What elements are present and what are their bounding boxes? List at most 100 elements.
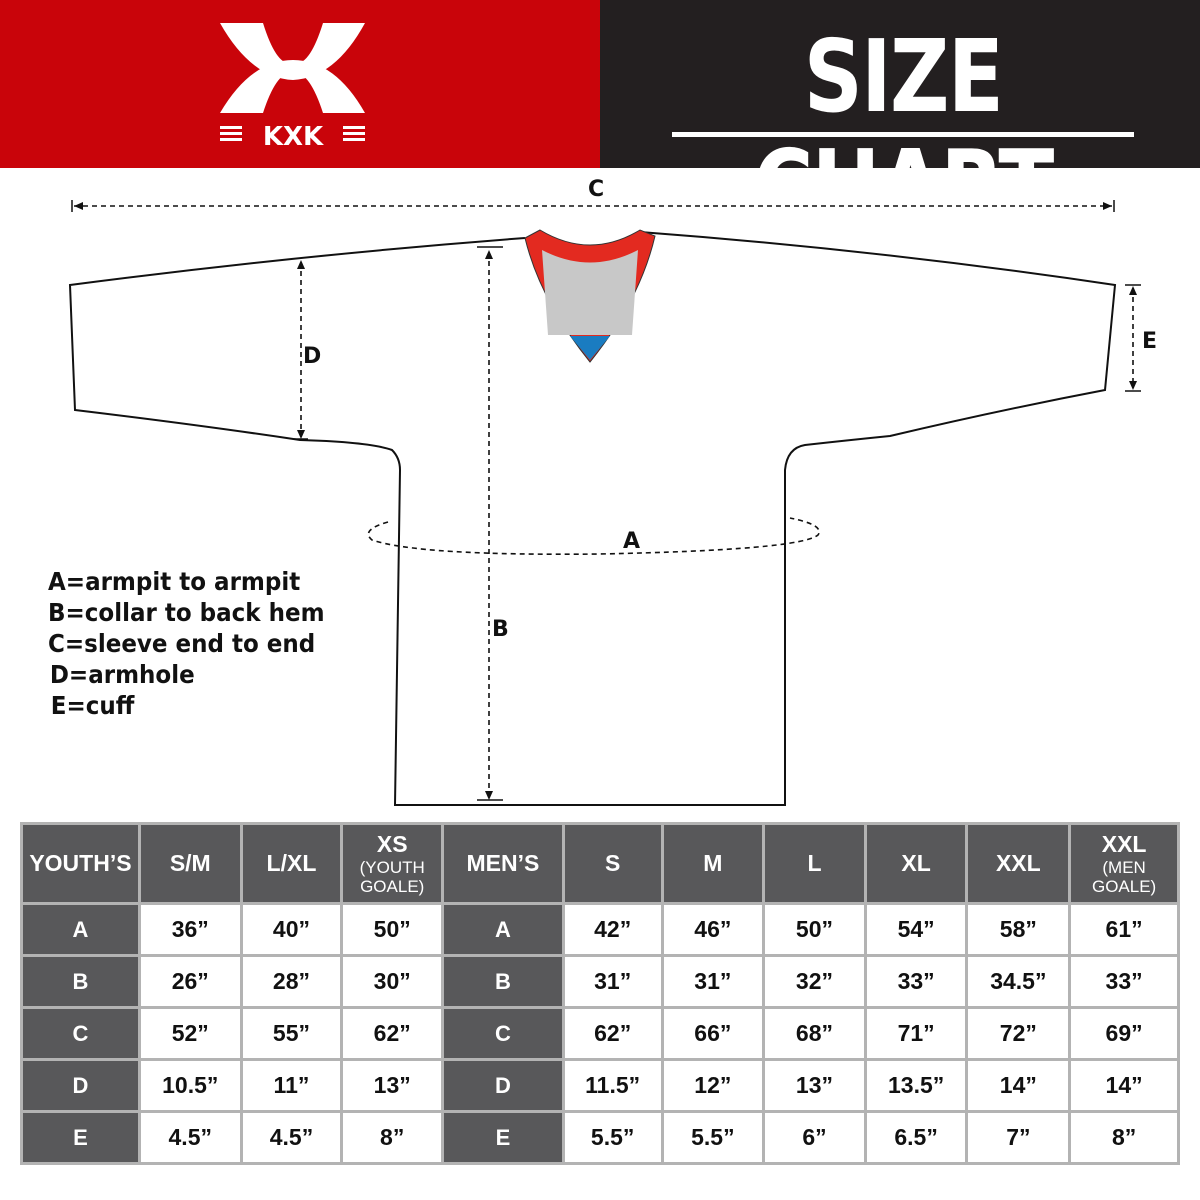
youth-size-header: XS (YOUTH GOALE): [340, 822, 445, 905]
youth-value: 62”: [340, 1006, 445, 1061]
men-value: 66”: [660, 1006, 766, 1061]
youth-size-header-text: S/M: [169, 850, 211, 876]
men-value-text: 50”: [795, 916, 834, 942]
men-value-text: 33”: [897, 968, 935, 994]
men-value-text: 69”: [1105, 1020, 1143, 1046]
measurement-legend: A=armpit to armpit B=collar to back hem …: [48, 566, 325, 721]
youth-size-header-text: XS: [376, 831, 408, 857]
youth-value: 10.5”: [137, 1058, 243, 1113]
men-value: 13.5”: [863, 1058, 969, 1113]
youth-value: 11”: [239, 1058, 344, 1113]
youth-value: 40”: [239, 902, 344, 957]
youth-value-text: 30”: [373, 968, 411, 994]
table-row: A 36” 40” 50” A 42” 46” 50” 54” 58” 61”: [20, 902, 1180, 957]
size-table: YOUTH’S S/M L/XL XS (YOUTH GOALE) MEN’S S M L XL X…: [20, 822, 1180, 1165]
men-size-header: L: [762, 822, 867, 905]
men-value-text: 62”: [594, 1020, 632, 1046]
table-row: E 4.5” 4.5” 8” E 5.5” 5.5” 6” 6.5” 7” 8”: [20, 1110, 1180, 1165]
men-value: 5.5”: [660, 1110, 766, 1165]
youth-value-text: 62”: [373, 1020, 411, 1046]
men-value-text: 54”: [897, 916, 935, 942]
header-brand-panel: [0, 0, 600, 168]
youth-row-key-text: A: [72, 916, 89, 942]
youth-size-header: S/M: [137, 822, 243, 905]
men-value-text: 71”: [897, 1020, 935, 1046]
label-e: E: [1142, 329, 1158, 354]
men-size-header-text: M: [703, 850, 723, 876]
men-value: 61”: [1068, 902, 1180, 957]
men-value-text: 7”: [1006, 1124, 1031, 1150]
youth-value-text: 28”: [272, 968, 311, 994]
men-value: 34.5”: [965, 954, 1072, 1009]
men-size-header: XXL: [965, 822, 1072, 905]
men-header: MEN’S: [441, 822, 565, 905]
youth-value-text: 52”: [171, 1020, 209, 1046]
men-row-key: E: [441, 1110, 565, 1165]
legend-item: D=armhole: [49, 660, 195, 689]
men-size-header-text: XXL: [1101, 831, 1147, 857]
legend-item: A=armpit to armpit: [48, 567, 301, 596]
men-value: 5.5”: [561, 1110, 664, 1165]
men-value-text: 31”: [594, 968, 632, 994]
men-size-header-subtext: (MEN GOALE): [1091, 858, 1157, 896]
legend-item: E=cuff: [50, 691, 135, 720]
youth-row-key-text: C: [72, 1020, 89, 1046]
youth-row-key: D: [20, 1058, 141, 1113]
men-row-key-text: A: [495, 916, 511, 942]
youth-size-header-text: L/XL: [266, 850, 317, 876]
table-row: D 10.5” 11” 13” D 11.5” 12” 13” 13.5” 14” 14”: [20, 1058, 1180, 1113]
men-row-key-text: C: [495, 1020, 511, 1046]
men-row-key: A: [441, 902, 565, 957]
youth-value-text: 13”: [373, 1072, 411, 1098]
youth-value-text: 4.5”: [168, 1124, 212, 1150]
men-size-header-text: L: [807, 850, 822, 876]
men-value-text: 32”: [795, 968, 834, 994]
youth-value-text: 26”: [171, 968, 209, 994]
legend-item: B=collar to back hem: [48, 598, 325, 627]
kxk-logo: KXK: [220, 23, 365, 152]
men-value-text: 6”: [802, 1124, 827, 1150]
men-value: 32”: [762, 954, 867, 1009]
table-header-row: YOUTH’S S/M L/XL XS (YOUTH GOALE) MEN’S S M L XL X…: [20, 822, 1180, 905]
youth-value-text: 4.5”: [269, 1124, 314, 1150]
label-c: C: [588, 177, 605, 202]
youth-value: 26”: [137, 954, 243, 1009]
men-size-header-text: S: [604, 850, 621, 876]
youth-header: YOUTH’S: [20, 822, 141, 905]
men-value-text: 11.5”: [585, 1072, 641, 1098]
youth-value: 8”: [340, 1110, 445, 1165]
men-value-text: 46”: [694, 916, 732, 942]
youth-value: 4.5”: [137, 1110, 243, 1165]
youth-value-text: 8”: [380, 1124, 405, 1150]
men-value-text: 5.5”: [691, 1124, 735, 1150]
men-row-key: B: [441, 954, 565, 1009]
title-underline: [672, 132, 1134, 137]
men-size-header: S: [561, 822, 664, 905]
svg-text:KXK: KXK: [263, 122, 324, 152]
men-value-text: 72”: [999, 1020, 1037, 1046]
men-value: 14”: [1068, 1058, 1180, 1113]
label-a: A: [623, 529, 641, 554]
men-row-key-text: D: [495, 1072, 511, 1098]
youth-value-text: 40”: [272, 916, 311, 942]
men-header-text: MEN’S: [466, 850, 540, 876]
men-value-text: 12”: [694, 1072, 732, 1098]
men-value-text: 68”: [795, 1020, 834, 1046]
youth-size-header: L/XL: [239, 822, 344, 905]
men-value: 11.5”: [561, 1058, 664, 1113]
men-size-header: XXL (MEN GOALE): [1068, 822, 1180, 905]
page-title: SIZE CHART: [753, 18, 1054, 245]
youth-value: 4.5”: [239, 1110, 344, 1165]
men-size-header: XL: [863, 822, 969, 905]
neck-tag: [570, 336, 610, 360]
label-b: B: [492, 617, 509, 642]
youth-value: 13”: [340, 1058, 445, 1113]
men-value: 69”: [1068, 1006, 1180, 1061]
men-value: 31”: [660, 954, 766, 1009]
men-value: 71”: [863, 1006, 969, 1061]
youth-row-key-text: B: [72, 968, 89, 994]
men-value-text: 14”: [999, 1072, 1037, 1098]
neck-inner: [542, 250, 638, 335]
men-value: 62”: [561, 1006, 664, 1061]
header-title-panel: [600, 0, 1200, 168]
